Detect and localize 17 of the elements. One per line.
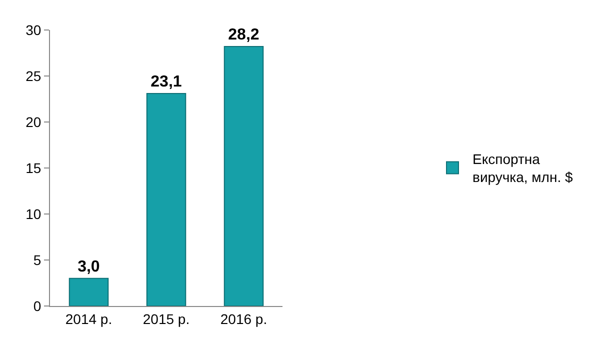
data-label: 23,1 — [150, 73, 182, 90]
y-tick-label: 15 — [26, 160, 42, 176]
x-tick-label: 2016 р. — [220, 310, 268, 327]
y-tick-label: 30 — [26, 22, 42, 38]
data-label: 28,2 — [228, 26, 260, 44]
legend-label: Експортна виручка, млн. $ — [472, 151, 573, 186]
y-tick-label: 0 — [33, 298, 42, 314]
data-label: 3,0 — [78, 258, 100, 276]
bar — [146, 92, 186, 306]
y-tick-label: 25 — [26, 68, 42, 84]
y-tick-label: 5 — [33, 252, 42, 268]
x-tick-label: 2015 р. — [142, 310, 190, 327]
y-tick-label: 20 — [26, 114, 42, 130]
bar — [224, 46, 264, 306]
y-tick-label: 10 — [26, 206, 42, 222]
x-tick-label: 2014 р. — [65, 310, 112, 327]
bar — [68, 278, 109, 306]
